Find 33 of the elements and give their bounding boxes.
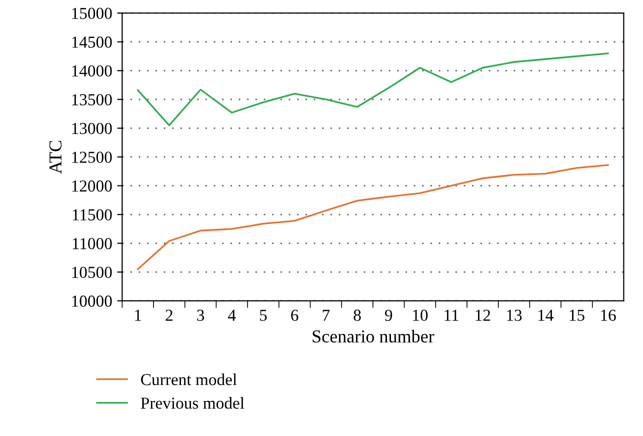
y-tick-label: 12500 (72, 152, 112, 163)
y-tick-label: 13500 (72, 94, 112, 106)
x-tick-label: 10 (413, 310, 428, 321)
x-tick-label: 2 (166, 310, 172, 321)
x-tick-label: 11 (444, 310, 458, 321)
x-tick-label: 4 (228, 310, 236, 321)
y-tick-label: 10000 (72, 296, 112, 307)
x-tick-label: 15 (570, 310, 584, 321)
line-series (137, 52, 609, 126)
x-tick-label: 6 (291, 310, 298, 321)
legend-label: Previous model (140, 397, 244, 409)
x-tick-label: 13 (507, 310, 522, 321)
y-tick-label: 11500 (72, 209, 112, 220)
x-tick-label: 12 (476, 310, 490, 321)
x-tick-label: 5 (260, 310, 267, 321)
x-tick-label: 7 (322, 310, 330, 321)
y-tick-label: 10500 (72, 266, 112, 278)
y-axis-title: ATC (49, 140, 62, 174)
y-tick-label: 14000 (72, 65, 112, 77)
x-tick-label: 9 (384, 310, 392, 321)
x-axis-title: Scenario number (312, 330, 434, 343)
y-tick-label: 13000 (72, 122, 112, 134)
x-tick-label: 14 (538, 310, 554, 321)
x-tick-label: 3 (197, 310, 204, 321)
legend-label: Current model (141, 373, 237, 386)
line-series (137, 164, 609, 270)
y-tick-label: 14500 (72, 36, 112, 48)
y-tick-label: 11000 (72, 238, 112, 250)
y-tick-label: 12000 (72, 180, 112, 192)
x-tick-label: 16 (601, 310, 616, 321)
x-tick-label: 1 (135, 310, 142, 321)
x-tick-label: 8 (354, 310, 361, 321)
y-tick-label: 15000 (72, 8, 112, 20)
